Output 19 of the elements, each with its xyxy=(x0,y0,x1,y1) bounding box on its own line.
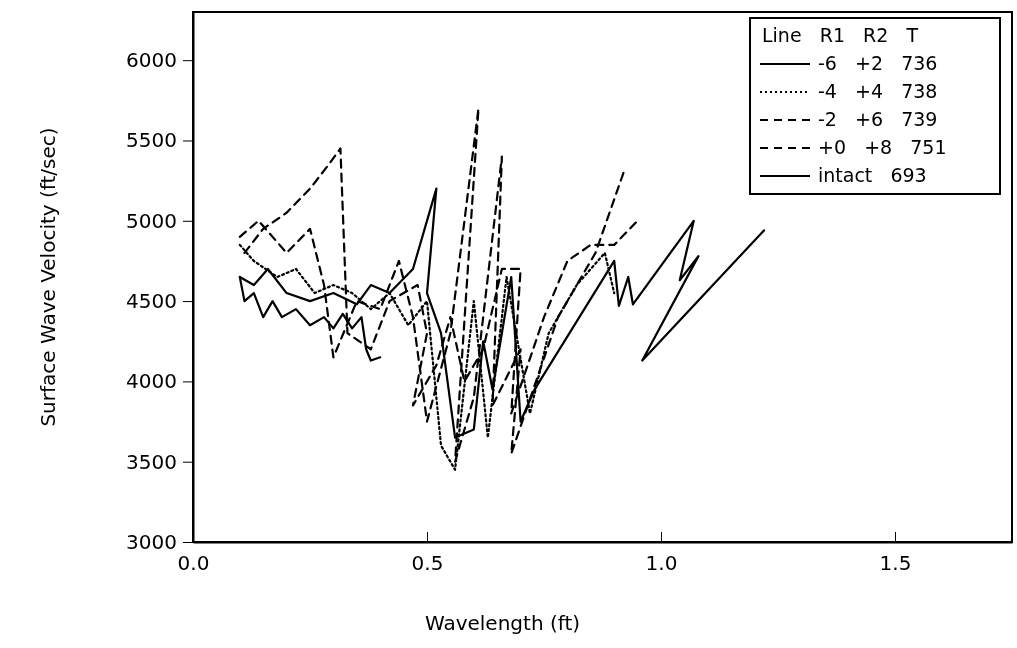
legend-label: -6 +2 736 xyxy=(818,52,938,74)
legend-label: +0 +8 751 xyxy=(818,136,947,158)
y-axis-title: Surface Wave Velocity (ft/sec) xyxy=(36,127,60,427)
x-axis-title: Wavelength (ft) xyxy=(424,611,581,635)
y-tick-label: 4500 xyxy=(126,288,177,313)
y-tick-label: 6000 xyxy=(126,48,177,73)
x-tick-label: 1.0 xyxy=(645,551,678,576)
legend-label: -2 +6 739 xyxy=(818,108,938,130)
legend-label: intact 693 xyxy=(818,164,927,186)
legend-label: -4 +4 738 xyxy=(818,80,938,102)
x-tick-label: 0.5 xyxy=(411,551,444,576)
x-tick-label: 1.5 xyxy=(879,551,912,576)
y-tick-label: 3000 xyxy=(126,529,177,554)
y-tick-label: 5000 xyxy=(126,208,177,233)
y-tick-label: 3500 xyxy=(126,449,177,474)
y-tick-label: 5500 xyxy=(126,128,177,153)
legend-title: Line R1 R2 T xyxy=(762,24,919,46)
y-tick-label: 4000 xyxy=(126,369,177,394)
x-tick-label: 0.0 xyxy=(177,551,210,576)
